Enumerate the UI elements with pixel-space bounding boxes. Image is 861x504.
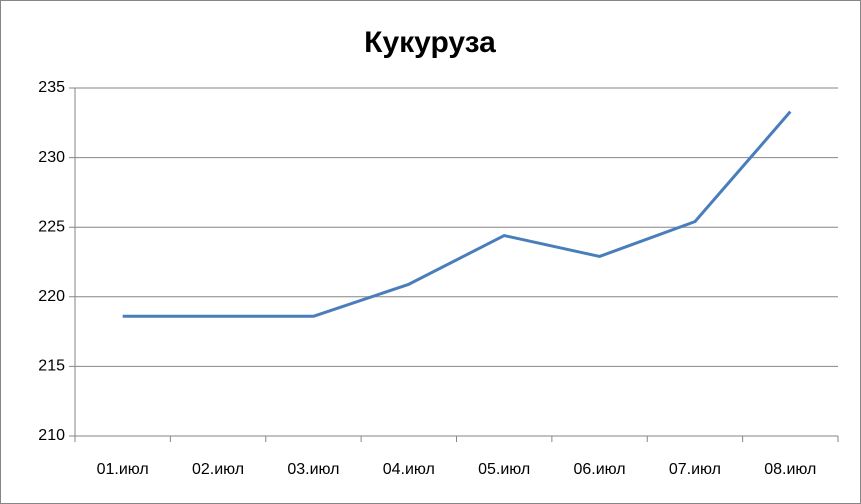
x-tick-label: 08.июл <box>764 461 816 478</box>
y-tick-label: 215 <box>38 358 65 375</box>
x-tick-label: 01.июл <box>97 461 149 478</box>
x-tick-label: 04.июл <box>383 461 435 478</box>
x-tick-label: 02.июл <box>192 461 244 478</box>
y-tick-label: 230 <box>38 149 65 166</box>
x-tick-label: 03.июл <box>287 461 339 478</box>
y-tick-label: 225 <box>38 218 65 235</box>
x-tick-label: 07.июл <box>669 461 721 478</box>
y-tick-label: 210 <box>38 427 65 444</box>
x-tick-label: 06.июл <box>573 461 625 478</box>
y-tick-label: 220 <box>38 288 65 305</box>
data-line <box>122 110 792 318</box>
y-tick-label: 235 <box>38 79 65 96</box>
chart-title: Кукуруза <box>364 26 496 59</box>
x-tick-label: 05.июл <box>478 461 530 478</box>
